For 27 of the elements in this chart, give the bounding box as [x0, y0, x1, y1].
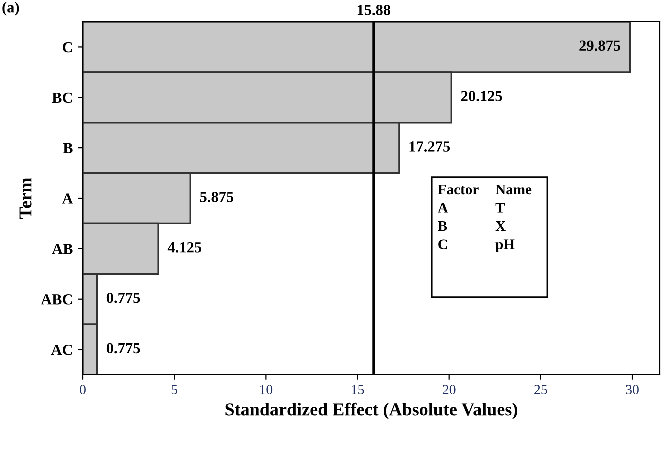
x-tick-label: 10	[260, 385, 273, 394]
annotation: Factor A B C	[438, 184, 479, 250]
data-label: 0.775	[106, 292, 140, 304]
data-label: 5.875	[200, 192, 234, 202]
y-tick-label: A	[62, 194, 74, 204]
y-tick-label: AC	[51, 344, 72, 356]
y-tick-label: ABC	[41, 294, 72, 305]
y-axis-title: Term	[20, 178, 32, 219]
y-tick-label: C	[62, 42, 72, 53]
data-label: 4.125	[168, 242, 202, 253]
x-tick-label: 15	[352, 385, 364, 394]
x-tick-label: 25	[534, 385, 548, 394]
y-tick-label: B	[63, 143, 73, 154]
data-label: 20.125	[461, 91, 502, 102]
annotation: Name T X pH	[496, 184, 532, 252]
data-label: 17.275	[410, 142, 450, 152]
x-tick-label: 0	[80, 385, 86, 394]
data-label: 29.875	[580, 40, 621, 52]
y-tick-label: BC	[52, 92, 72, 104]
x-tick-label: 5	[172, 385, 178, 394]
x-tick-label: 20	[443, 385, 456, 394]
y-tick-label: AB	[52, 244, 73, 254]
x-tick-label: 30	[626, 385, 639, 394]
ref-line-label: 15.88	[358, 5, 391, 16]
text: (a)	[2, 2, 20, 16]
x-axis-title: Standardized Effect (Absolute Values)	[226, 402, 518, 420]
data-label: 0.775	[106, 343, 140, 354]
